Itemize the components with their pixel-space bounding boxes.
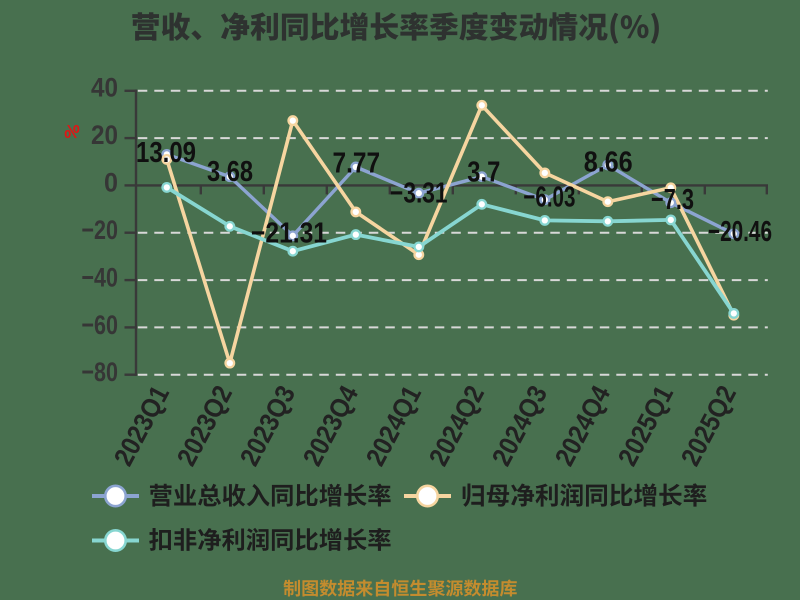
svg-text:−3.31: −3.31 [390, 177, 448, 209]
svg-text:−40: −40 [82, 263, 119, 293]
svg-text:−60: −60 [82, 310, 119, 340]
svg-text:8.66: 8.66 [584, 146, 633, 178]
svg-text:−21.31: −21.31 [251, 218, 327, 250]
svg-text:40: 40 [91, 73, 118, 103]
svg-text:%: % [64, 121, 80, 142]
svg-text:−6.03: −6.03 [523, 181, 575, 213]
svg-text:0: 0 [104, 167, 118, 197]
svg-text:−20.46: −20.46 [708, 216, 772, 248]
svg-text:20: 20 [91, 120, 118, 150]
svg-text:−80: −80 [82, 357, 119, 387]
svg-text:−7.3: −7.3 [651, 184, 694, 216]
svg-text:3.7: 3.7 [467, 156, 500, 188]
svg-text:−20: −20 [82, 215, 119, 245]
svg-text:7.77: 7.77 [333, 148, 381, 180]
svg-text:13.09: 13.09 [136, 137, 196, 169]
svg-text:3.68: 3.68 [207, 156, 253, 188]
